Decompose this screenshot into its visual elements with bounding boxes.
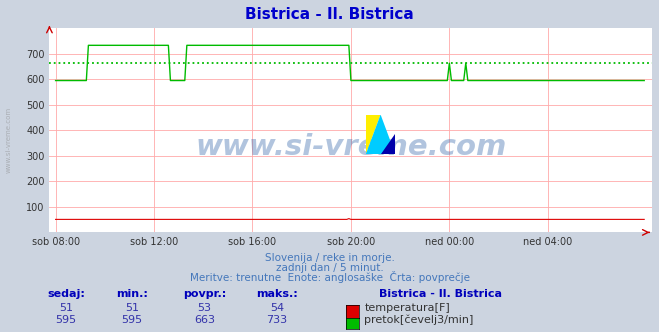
Text: temperatura[F]: temperatura[F]	[364, 303, 450, 313]
Polygon shape	[366, 115, 395, 154]
Text: Bistrica - Il. Bistrica: Bistrica - Il. Bistrica	[379, 289, 502, 299]
Text: 53: 53	[197, 303, 212, 313]
Text: 733: 733	[266, 315, 287, 325]
Text: Bistrica - Il. Bistrica: Bistrica - Il. Bistrica	[245, 7, 414, 23]
Text: pretok[čevelj3/min]: pretok[čevelj3/min]	[364, 314, 474, 325]
Polygon shape	[366, 115, 381, 154]
Polygon shape	[381, 134, 395, 154]
Text: povpr.:: povpr.:	[183, 289, 226, 299]
Text: min.:: min.:	[116, 289, 148, 299]
Text: 51: 51	[59, 303, 73, 313]
Text: 54: 54	[270, 303, 284, 313]
Text: 663: 663	[194, 315, 215, 325]
Text: 595: 595	[55, 315, 76, 325]
Text: 51: 51	[125, 303, 139, 313]
Text: Slovenija / reke in morje.: Slovenija / reke in morje.	[264, 253, 395, 263]
Text: www.si-vreme.com: www.si-vreme.com	[195, 133, 507, 161]
Text: 595: 595	[121, 315, 142, 325]
Text: zadnji dan / 5 minut.: zadnji dan / 5 minut.	[275, 263, 384, 273]
Text: www.si-vreme.com: www.si-vreme.com	[5, 106, 11, 173]
Text: Meritve: trenutne  Enote: anglosaške  Črta: povprečje: Meritve: trenutne Enote: anglosaške Črta…	[190, 271, 469, 283]
Text: sedaj:: sedaj:	[47, 289, 85, 299]
Text: maks.:: maks.:	[256, 289, 298, 299]
